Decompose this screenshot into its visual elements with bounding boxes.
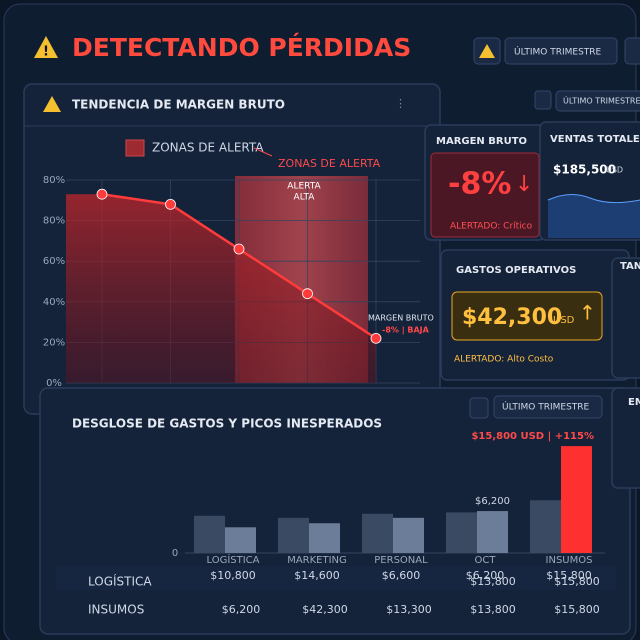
card-unit: USD (553, 315, 575, 326)
table-cell: $15,800 (554, 603, 600, 616)
card-unit: USD (606, 166, 623, 175)
y-tick-label: 60% (43, 256, 65, 267)
row-label: LOGÍSTICA (88, 574, 152, 589)
x-tick-label: LOGÍSTICA (206, 553, 259, 566)
table-cell: $42,300 (302, 603, 348, 616)
x-tick-label: INSUMOS (546, 555, 593, 566)
svg-text:⋮: ⋮ (395, 97, 406, 110)
zone-label: ALTA (294, 193, 316, 203)
bar (477, 511, 508, 553)
panel-title: TENDENCIA DE MARGEN BRUTO (72, 98, 285, 112)
end-value: -8% | BAJA (382, 326, 430, 335)
card-status: ALERTADO: Alto Costo (454, 355, 554, 365)
bar (446, 512, 477, 553)
bar (309, 523, 340, 553)
y-tick-label: 0 (172, 548, 178, 559)
point (165, 198, 176, 210)
legend-swatch (125, 139, 145, 157)
expense-period-dropdown[interactable] (493, 395, 603, 419)
svg-text:!: ! (43, 45, 49, 60)
row-label: INSUMOS (88, 603, 144, 617)
end-label: MARGEN BRUTO (368, 314, 434, 323)
table-cell: $13,800 (470, 575, 516, 588)
point (233, 243, 245, 255)
card-title: TAN (620, 261, 640, 272)
bar (362, 513, 393, 553)
expense-period-label: ÚLTIMO TRIMESTRE (502, 401, 590, 413)
x-tick-label: OCT (475, 555, 497, 566)
card-title: MARGEN BRUTO (436, 136, 527, 147)
bar (530, 500, 561, 553)
card-value: $185,500 (553, 163, 616, 177)
table-cell: $13,300 (386, 603, 432, 616)
table-cell: $13,800 (470, 603, 516, 616)
card-value: $42,300 (462, 305, 562, 330)
table-cell: $15,800 (554, 575, 600, 588)
x-tick-label: PERSONAL (374, 555, 428, 566)
zone-label: ALERTA (287, 182, 321, 192)
point (302, 288, 313, 300)
y-tick-label: 80% (43, 216, 65, 227)
cards-period-dropdown[interactable] (555, 90, 640, 112)
bar (278, 517, 309, 553)
period-dropdown[interactable] (504, 37, 618, 65)
table-cell: $6,200 (222, 603, 261, 616)
page-title: DETECTANDO PÉRDIDAS (72, 33, 411, 62)
bar (561, 446, 592, 553)
menu-button[interactable] (624, 37, 640, 65)
card-status: ALERTADO: Crítico (450, 222, 533, 232)
y-tick-label: 0% (46, 378, 62, 389)
y-tick-label: 40% (43, 297, 65, 308)
category-amount: $15,800 (546, 569, 592, 582)
card-title: VENTAS TOTALES (550, 134, 640, 145)
category-amount: $6,600 (382, 569, 421, 582)
category-amount: $14,600 (294, 569, 340, 582)
value-label: $15,800 USD | +115% (471, 431, 594, 442)
bar (194, 515, 225, 553)
card-title: GASTOS OPERATIVOS (456, 265, 576, 276)
bar (225, 527, 256, 553)
card (611, 257, 640, 379)
y-tick-label: 80% (43, 175, 65, 186)
bar (393, 517, 424, 553)
svg-text:↑: ↑ (579, 301, 596, 325)
panel-title: DESGLOSE DE GASTOS Y PICOS INESPERADOS (72, 417, 382, 431)
category-amount: $10,800 (210, 569, 256, 582)
cards-period-label: ÚLTIMO TRIMESTRE (563, 95, 640, 106)
legend-label: ZONAS DE ALERTA (152, 141, 264, 155)
annotation: ZONAS DE ALERTA (278, 157, 381, 170)
point (96, 188, 108, 200)
value-label: $6,200 (475, 496, 510, 507)
y-tick-label: 20% (43, 337, 65, 348)
calendar-button[interactable] (534, 90, 552, 110)
svg-text:↓: ↓ (515, 172, 533, 197)
area (66, 194, 376, 383)
warning-icon (34, 36, 58, 58)
point (370, 332, 382, 344)
card-value: -8% (448, 167, 511, 202)
calendar-button[interactable] (469, 397, 489, 419)
period-label: ÚLTIMO TRIMESTRE (514, 46, 602, 58)
category-amount: $6,200 (466, 569, 505, 582)
card-title: EM (628, 397, 640, 408)
x-tick-label: MARKETING (287, 555, 347, 566)
